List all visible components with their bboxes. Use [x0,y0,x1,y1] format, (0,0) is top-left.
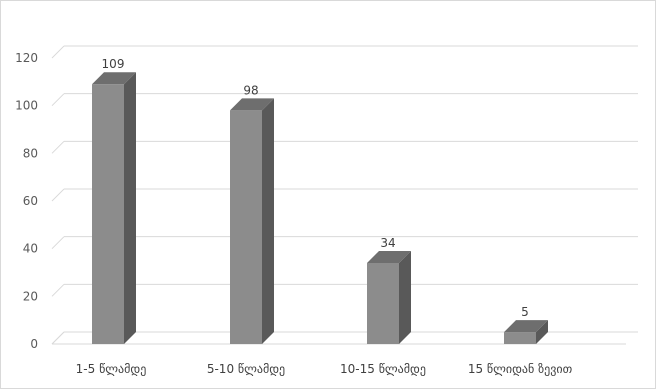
bar [92,84,124,344]
x-category-label: 10-15 წლამდე [340,362,426,376]
data-label: 5 [521,305,529,319]
bar-top [92,72,136,85]
y-tick-label: 20 [23,289,38,303]
gridline-side [51,236,65,250]
y-tick-label: 80 [23,146,38,160]
y-tick-label: 100 [15,99,38,113]
gridline-side [51,45,65,59]
bar-side [536,320,548,344]
bar-top [367,250,411,263]
gridline-side [51,331,65,345]
x-category-label: 5-10 წლამდე [207,362,285,376]
y-tick-label: 40 [23,242,38,256]
data-label: 98 [243,83,258,97]
bar [504,332,536,344]
gridline-side [51,188,65,202]
bar-top [230,98,274,111]
bar-side [262,98,274,344]
gridline-side [51,283,65,297]
bar-side [124,72,136,344]
gridline-side [51,140,65,154]
bar [367,262,399,344]
gridline-side [51,93,65,107]
x-category-label: 15 წლიდან ზევით [468,362,573,376]
y-tick-label: 0 [30,337,38,351]
bar [230,110,262,344]
y-tick-label: 120 [15,51,38,65]
x-category-label: 1-5 წლამდე [76,362,147,376]
data-label: 109 [102,57,125,71]
y-tick-label: 60 [23,194,38,208]
bar-side [399,250,411,344]
data-label: 34 [380,236,395,250]
bar-top [504,320,548,333]
